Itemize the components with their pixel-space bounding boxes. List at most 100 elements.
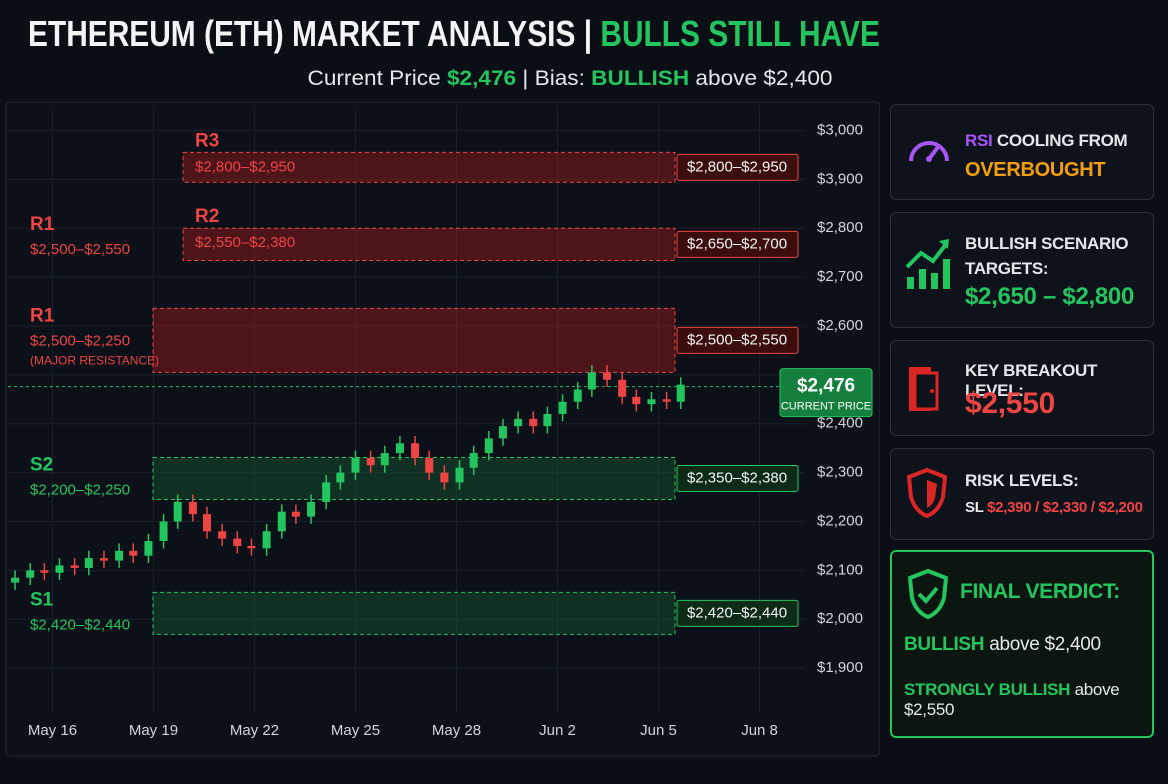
y-tick-label: $2,700 xyxy=(817,268,863,285)
shield-check-icon xyxy=(907,568,949,620)
candle-body xyxy=(380,453,389,466)
y-tick-label: $2,800 xyxy=(817,219,863,236)
risk-value: $2,390 / $2,330 / $2,200 xyxy=(987,499,1143,516)
x-tick-label: Jun 8 xyxy=(741,722,778,739)
x-tick-label: May 19 xyxy=(129,722,178,739)
x-tick-label: May 28 xyxy=(432,722,481,739)
growth-icon xyxy=(905,239,950,289)
risk-prefix: SL xyxy=(965,499,984,516)
candle-body xyxy=(395,443,404,454)
zone-note: (MAJOR RESISTANCE) xyxy=(30,354,159,368)
price-tag-box xyxy=(779,368,873,418)
aside-range: $2,500–$2,550 xyxy=(30,241,130,258)
candle-body xyxy=(188,501,197,515)
door-icon xyxy=(909,367,939,411)
sub-price: $2,476 xyxy=(447,67,516,90)
candle-body xyxy=(26,570,35,578)
candle-body xyxy=(662,399,671,402)
aside-name: R1 xyxy=(30,214,55,235)
targets-value: $2,650 – $2,800 xyxy=(965,283,1134,310)
candle-body xyxy=(618,379,627,397)
risk-title: RISK LEVELS: xyxy=(965,471,1079,490)
targets-title: BULLISH SCENARIO TARGETS: xyxy=(965,234,1129,278)
candle-body xyxy=(70,565,79,568)
candle-body xyxy=(632,396,641,405)
price-caption: CURRENT PRICE xyxy=(781,400,871,412)
candle-body xyxy=(144,541,153,556)
candle-body xyxy=(455,467,464,483)
zone-tag: $2,420–$2,440 xyxy=(687,604,787,621)
zone-tag: $2,650–$2,700 xyxy=(687,235,787,252)
candle-body xyxy=(99,558,108,561)
y-tick-label: $3,900 xyxy=(817,170,863,187)
chart: ETHEREUM (ETH) MARKET ANALYSIS | BULLS S… xyxy=(5,13,880,757)
sub-bias-cond: above $2,400 xyxy=(695,67,832,90)
candle-body xyxy=(573,389,582,402)
candle-body xyxy=(411,443,420,458)
verdict-title: FINAL VERDICT: xyxy=(960,580,1120,603)
rsi-label: RSI xyxy=(965,131,993,150)
candle-body xyxy=(115,550,124,561)
zone-name: R2 xyxy=(195,206,219,227)
candle-body xyxy=(351,457,360,473)
candle-body xyxy=(529,418,538,427)
candle-body xyxy=(440,472,449,483)
y-tick-label: $3,000 xyxy=(817,121,863,138)
title: ETHEREUM (ETH) MARKET ANALYSIS | BULLS S… xyxy=(28,13,880,55)
breakout-title: KEY BREAKOUT LEVEL: xyxy=(965,361,1098,400)
x-tick-label: May 22 xyxy=(230,722,279,739)
x-tick-label: May 16 xyxy=(28,722,77,739)
candle-body xyxy=(277,511,286,532)
zone-range: $2,420–$2,440 xyxy=(30,616,130,633)
candle-body xyxy=(425,457,434,473)
candle-body xyxy=(40,570,49,573)
verdict-rest-2: above $2,550 xyxy=(904,680,1120,719)
candle-body xyxy=(262,531,271,549)
subtitle: Current Price $2,476 | Bias: BULLISH abo… xyxy=(308,67,833,90)
candle-body xyxy=(498,426,507,439)
candle-body xyxy=(558,401,567,414)
zone xyxy=(182,227,676,261)
candle-body xyxy=(55,565,64,573)
zone xyxy=(152,456,676,500)
candle-body xyxy=(173,501,182,522)
verdict-card: FINAL VERDICT: BULLISH above $2,400 STRO… xyxy=(890,550,1154,738)
zone xyxy=(182,151,676,183)
zone-range: $2,500–$2,250 xyxy=(30,332,130,349)
y-tick-label: $1,900 xyxy=(817,659,863,676)
risk-card: RISK LEVELS: SL $2,390 / $2,330 / $2,200 xyxy=(890,448,1154,540)
candle-body xyxy=(603,372,612,380)
zone-tag-box xyxy=(676,326,799,354)
zone-name: S1 xyxy=(30,589,54,610)
zone-range: $2,800–$2,950 xyxy=(195,158,295,175)
zone-tag-box xyxy=(676,230,799,258)
candle-body xyxy=(587,372,596,390)
zone-name: R1 xyxy=(30,305,55,326)
x-tick-label: Jun 2 xyxy=(539,722,576,739)
title-separator: | xyxy=(584,13,592,55)
candle-body xyxy=(307,501,316,517)
candle-body xyxy=(336,472,345,483)
zone-tag-box xyxy=(676,464,799,492)
shield-icon xyxy=(906,467,948,519)
y-tick-label: $2,000 xyxy=(817,610,863,627)
y-tick-label: $2,300 xyxy=(817,464,863,481)
x-tick-label: Jun 5 xyxy=(640,722,677,739)
candle-body xyxy=(291,511,300,517)
candle-body xyxy=(202,514,211,532)
candle-body xyxy=(676,384,685,402)
y-tick-label: $2,100 xyxy=(817,561,863,578)
gauge-icon xyxy=(909,141,949,162)
candle-body xyxy=(218,531,227,539)
zone-tag-box xyxy=(676,599,799,627)
price-tag: $2,476 xyxy=(797,376,855,397)
verdict-rest-1: above $2,400 xyxy=(989,634,1101,655)
candle-body xyxy=(84,558,93,568)
breakout-card: KEY BREAKOUT LEVEL: $2,550 xyxy=(890,340,1154,436)
candle-body xyxy=(233,538,242,546)
sub-separator: | xyxy=(522,67,528,90)
zone-tag: $2,350–$2,380 xyxy=(687,469,787,486)
candle-body xyxy=(514,418,523,427)
title-right: BULLS STILL HAVE THE ADVANTAGE xyxy=(600,13,880,54)
